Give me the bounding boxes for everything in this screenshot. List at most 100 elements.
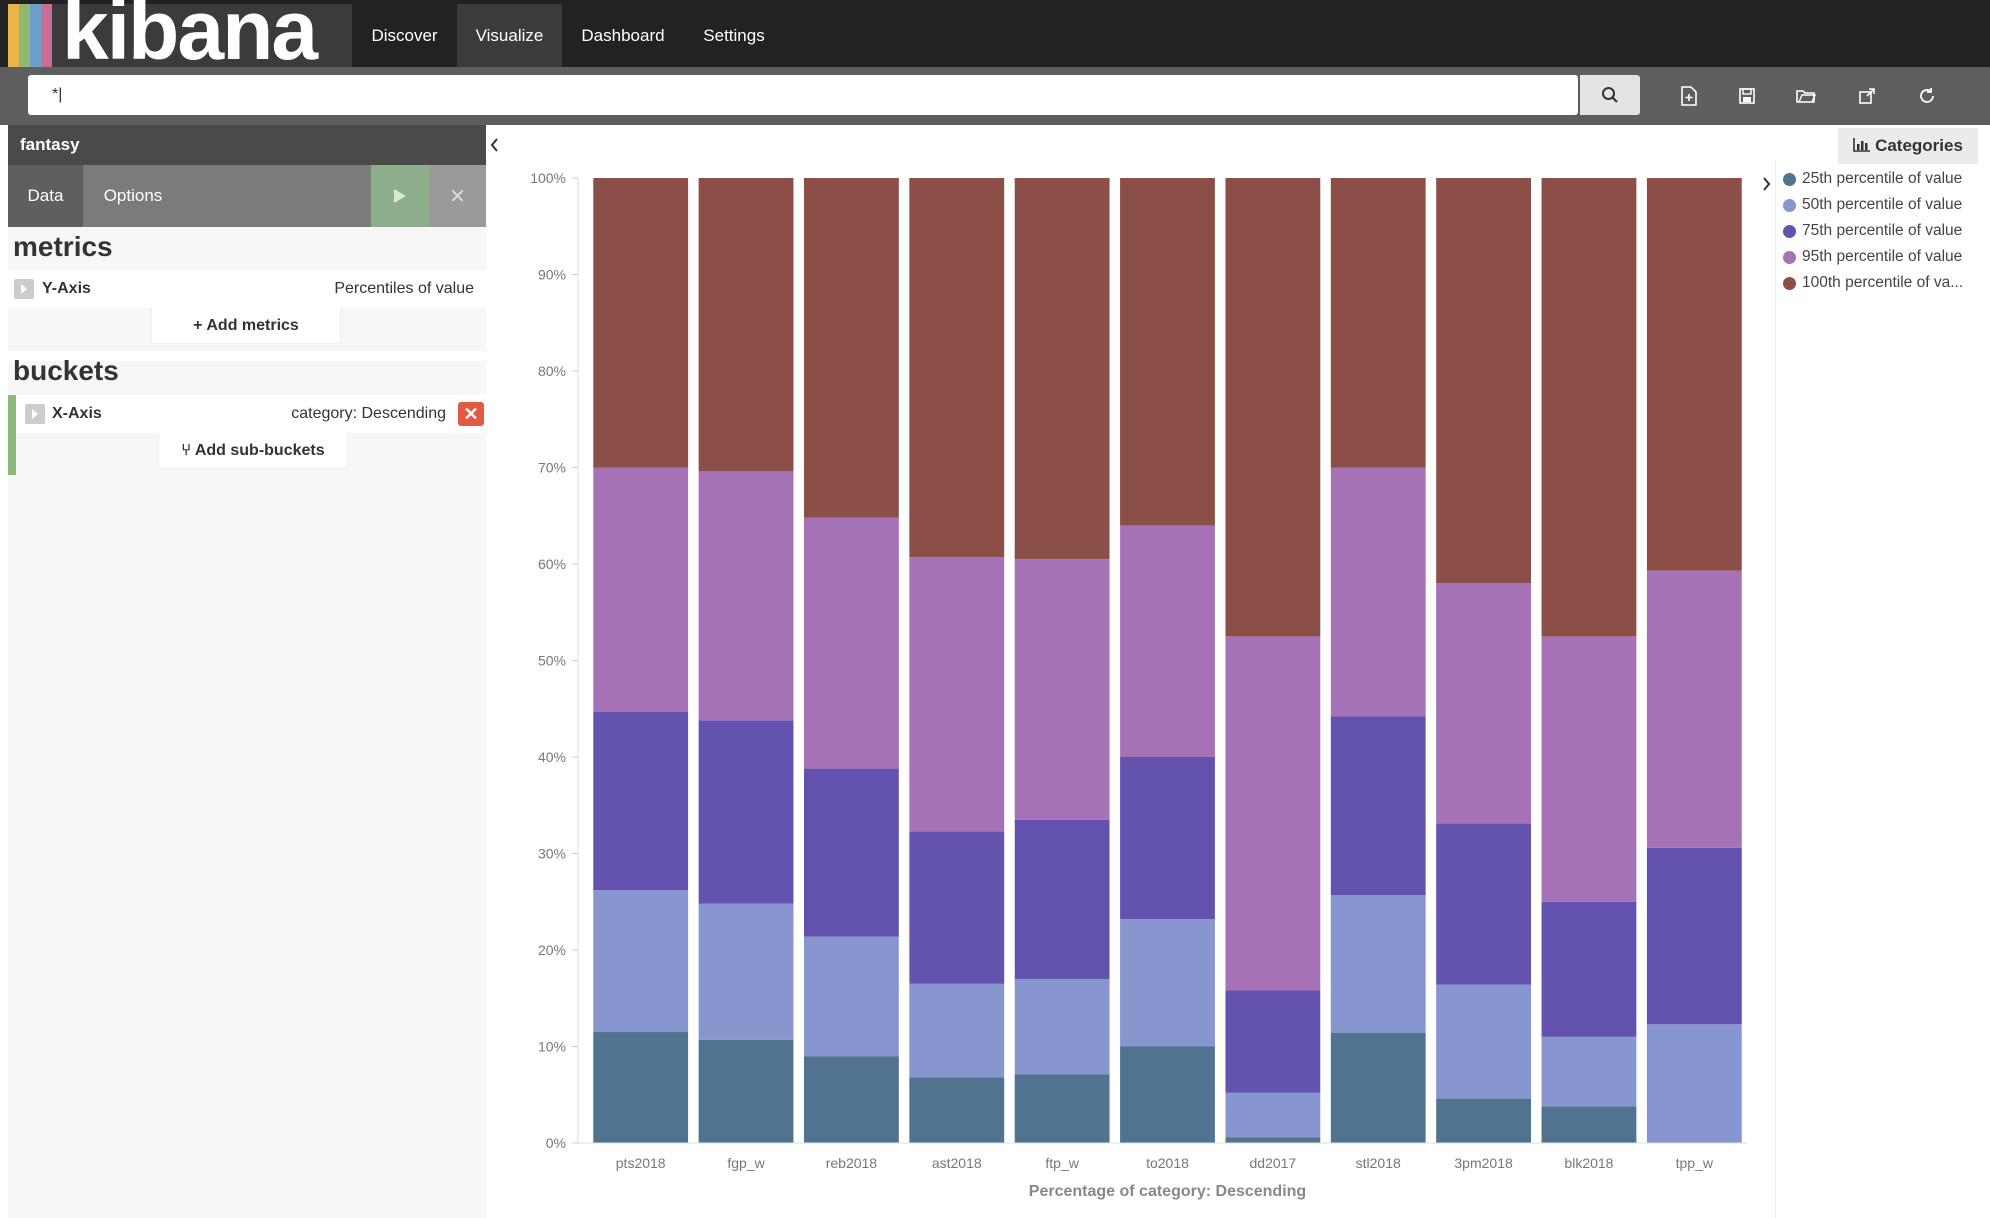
bar-segment-reb2018-2[interactable] [803, 768, 899, 937]
legend: 25th percentile of value 50th percentile… [1780, 166, 1980, 296]
bar-segment-pts2018-0[interactable] [593, 1032, 689, 1143]
legend-item[interactable]: 50th percentile of value [1780, 192, 1980, 218]
bar-segment-ftp_w-0[interactable] [1014, 1074, 1110, 1143]
bucket-x-axis-toggle[interactable] [25, 404, 45, 424]
bar-segment-fgp_w-4[interactable] [698, 178, 794, 472]
tab-options[interactable]: Options [103, 186, 163, 205]
bar-segment-ftp_w-2[interactable] [1014, 819, 1110, 979]
bar-segment-to2018-4[interactable] [1120, 178, 1215, 526]
search-button[interactable] [1580, 75, 1640, 115]
search-input[interactable]: *| [28, 75, 1578, 115]
bar-segment-reb2018-4[interactable] [803, 178, 899, 518]
metric-y-axis-toggle[interactable] [14, 279, 34, 299]
bar-segment-reb2018-3[interactable] [803, 517, 899, 769]
legend-item[interactable]: 25th percentile of value [1780, 166, 1980, 192]
bar-segment-fgp_w-2[interactable] [698, 720, 794, 904]
bar-segment-ftp_w-4[interactable] [1014, 178, 1110, 560]
y-tick-label: 30% [538, 846, 566, 862]
bar-segment-dd2017-3[interactable] [1225, 636, 1321, 991]
x-tick-label: pts2018 [616, 1155, 666, 1171]
bucket-x-axis-name: X-Axis [52, 405, 102, 422]
bar-segment-ast2018-2[interactable] [909, 831, 1005, 984]
bar-segment-blk2018-1[interactable] [1541, 1036, 1637, 1107]
legend-item[interactable]: 75th percentile of value [1780, 218, 1980, 244]
legend-collapse-button[interactable] [1756, 172, 1776, 196]
add-metrics-button[interactable]: + Add metrics [151, 308, 341, 344]
bar-segment-blk2018-0[interactable] [1541, 1106, 1637, 1143]
bar-segment-ftp_w-1[interactable] [1014, 978, 1110, 1075]
bar-segment-dd2017-0[interactable] [1225, 1137, 1321, 1143]
top-nav: kibana Discover Visualize Dashboard Sett… [0, 0, 1990, 72]
refresh-button[interactable] [1912, 81, 1942, 111]
share-button[interactable] [1852, 81, 1882, 111]
bar-segment-pts2018-1[interactable] [593, 890, 689, 1033]
bar-segment-tpp_w-4[interactable] [1646, 178, 1742, 571]
bar-segment-reb2018-0[interactable] [803, 1056, 899, 1143]
bar-segment-to2018-2[interactable] [1120, 757, 1215, 920]
bar-segment-ast2018-1[interactable] [909, 983, 1005, 1078]
save-icon [1739, 88, 1755, 104]
bar-segment-pts2018-4[interactable] [593, 178, 689, 468]
metric-y-axis-row[interactable]: Y-Axis Percentiles of value [8, 270, 486, 308]
discard-button[interactable]: ✕ [429, 165, 486, 227]
bar-segment-reb2018-1[interactable] [803, 936, 899, 1057]
tab-data[interactable]: Data [8, 165, 83, 227]
bar-segment-ast2018-3[interactable] [909, 557, 1005, 832]
bar-segment-fgp_w-0[interactable] [698, 1039, 794, 1143]
bar-segment-tpp_w-3[interactable] [1646, 570, 1742, 848]
new-visualization-button[interactable] [1674, 81, 1704, 111]
bar-segment-tpp_w-1[interactable] [1646, 1024, 1742, 1143]
logo-color-bars [8, 4, 52, 67]
bar-segment-blk2018-2[interactable] [1541, 901, 1637, 1037]
bar-segment-stl2018-3[interactable] [1330, 467, 1426, 717]
bar-segment-pts2018-2[interactable] [593, 711, 689, 891]
bar-segment-stl2018-1[interactable] [1330, 894, 1426, 1033]
bar-segment-to2018-3[interactable] [1120, 525, 1215, 757]
legend-toggle[interactable]: Categories [1838, 128, 1978, 164]
bar-segment-tpp_w-2[interactable] [1646, 847, 1742, 1025]
remove-bucket-button[interactable]: ✕ [458, 402, 484, 426]
save-button[interactable] [1732, 81, 1762, 111]
bar-segment-blk2018-4[interactable] [1541, 178, 1637, 637]
nav-discover[interactable]: Discover [371, 26, 438, 45]
add-metrics-label: Add metrics [206, 317, 299, 334]
bar-segment-stl2018-4[interactable] [1330, 178, 1426, 468]
legend-item[interactable]: 95th percentile of value [1780, 244, 1980, 270]
bar-segment-3pm2018-2[interactable] [1436, 823, 1532, 985]
bar-segment-3pm2018-0[interactable] [1436, 1098, 1532, 1143]
bar-segment-stl2018-0[interactable] [1330, 1032, 1426, 1143]
share-icon [1859, 88, 1875, 104]
kibana-logo[interactable]: kibana [62, 0, 318, 77]
bar-segment-to2018-1[interactable] [1120, 919, 1215, 1047]
nav-settings[interactable]: Settings [703, 26, 765, 45]
legend-item[interactable]: 100th percentile of va... [1780, 270, 1980, 296]
add-sub-buckets-button[interactable]: ⑂ Add sub-buckets [158, 433, 348, 469]
nav-dashboard[interactable]: Dashboard [581, 26, 665, 45]
bar-segment-blk2018-3[interactable] [1541, 636, 1637, 902]
bar-segment-stl2018-2[interactable] [1330, 716, 1426, 895]
bar-segment-ast2018-4[interactable] [909, 178, 1005, 558]
y-tick-label: 20% [538, 942, 566, 958]
bar-segment-fgp_w-1[interactable] [698, 903, 794, 1040]
bucket-x-axis-row[interactable]: X-Axis category: Descending ✕ [16, 395, 486, 433]
bar-segment-dd2017-4[interactable] [1225, 178, 1321, 637]
sidebar-collapse-button[interactable] [486, 125, 502, 165]
bar-segment-3pm2018-4[interactable] [1436, 178, 1532, 584]
bar-segment-ast2018-0[interactable] [909, 1077, 1005, 1143]
sidebar-tabs: Data Options ✕ [8, 165, 486, 227]
bar-segment-ftp_w-3[interactable] [1014, 559, 1110, 820]
section-divider [8, 351, 486, 361]
nav-visualize[interactable]: Visualize [457, 4, 562, 67]
bar-segment-fgp_w-3[interactable] [698, 471, 794, 721]
open-button[interactable] [1791, 81, 1821, 111]
bar-segment-dd2017-1[interactable] [1225, 1092, 1321, 1138]
bar-segment-3pm2018-3[interactable] [1436, 583, 1532, 824]
legend-dot [1783, 277, 1796, 290]
bar-segment-3pm2018-1[interactable] [1436, 984, 1532, 1099]
x-tick-label: to2018 [1146, 1155, 1189, 1171]
bar-segment-to2018-0[interactable] [1120, 1046, 1215, 1144]
apply-button[interactable] [371, 165, 429, 227]
bar-segment-pts2018-3[interactable] [593, 467, 689, 712]
bar-segment-dd2017-2[interactable] [1225, 990, 1321, 1093]
caret-right-icon [21, 284, 27, 294]
